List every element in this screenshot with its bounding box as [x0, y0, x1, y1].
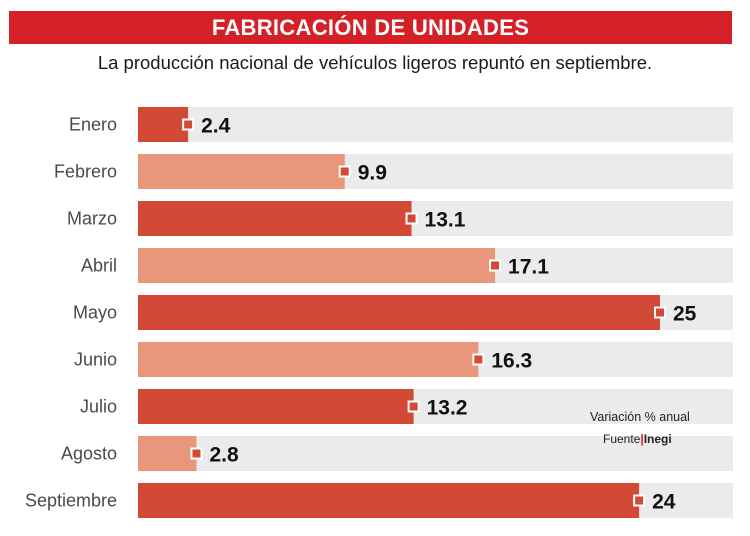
data-label: 17.1: [508, 256, 549, 279]
category-label: Julio: [80, 397, 117, 417]
data-label: 2.4: [201, 115, 231, 138]
bar-end-marker: [340, 167, 349, 176]
category-label: Febrero: [54, 162, 117, 182]
bar-end-marker: [409, 402, 418, 411]
bar: [138, 436, 197, 471]
bar-end-marker: [635, 496, 644, 505]
bar: [138, 295, 660, 330]
bar: [138, 154, 345, 189]
category-label: Junio: [74, 350, 117, 370]
data-label: 16.3: [491, 350, 532, 373]
bar: [138, 389, 414, 424]
chart-title: FABRICACIÓN DE UNIDADES: [9, 11, 732, 44]
bar-end-marker: [184, 120, 193, 129]
category-label: Mayo: [73, 303, 117, 323]
source-label: Fuente: [603, 432, 641, 446]
bar: [138, 107, 189, 142]
bar-end-marker: [491, 261, 500, 270]
bar-end-marker: [192, 449, 201, 458]
data-label: 13.1: [425, 209, 466, 232]
source-credit: Fuente|Inegi: [603, 432, 672, 446]
bar: [138, 342, 479, 377]
category-label: Agosto: [61, 444, 117, 464]
bar-track: [138, 436, 733, 471]
bar-end-marker: [656, 308, 664, 317]
bar: [138, 483, 640, 518]
source-separator: |: [640, 432, 644, 446]
chart-subtitle: La producción nacional de vehículos lige…: [97, 52, 653, 73]
category-label: Septiembre: [25, 491, 117, 511]
category-label: Abril: [81, 256, 117, 276]
category-label: Enero: [69, 115, 117, 135]
bar-track: [138, 107, 733, 142]
data-label: 25: [673, 303, 697, 326]
data-label: 2.8: [209, 444, 239, 467]
bar-end-marker: [407, 214, 416, 223]
unit-note: Variación % anual: [590, 410, 690, 424]
data-label: 9.9: [358, 162, 387, 185]
bar: [138, 201, 412, 236]
data-label: 13.2: [427, 397, 468, 420]
bar: [138, 248, 496, 283]
source-name: Inegi: [643, 432, 672, 446]
bar-end-marker: [474, 355, 483, 364]
data-label: 24: [652, 491, 676, 514]
category-label: Marzo: [67, 209, 117, 229]
